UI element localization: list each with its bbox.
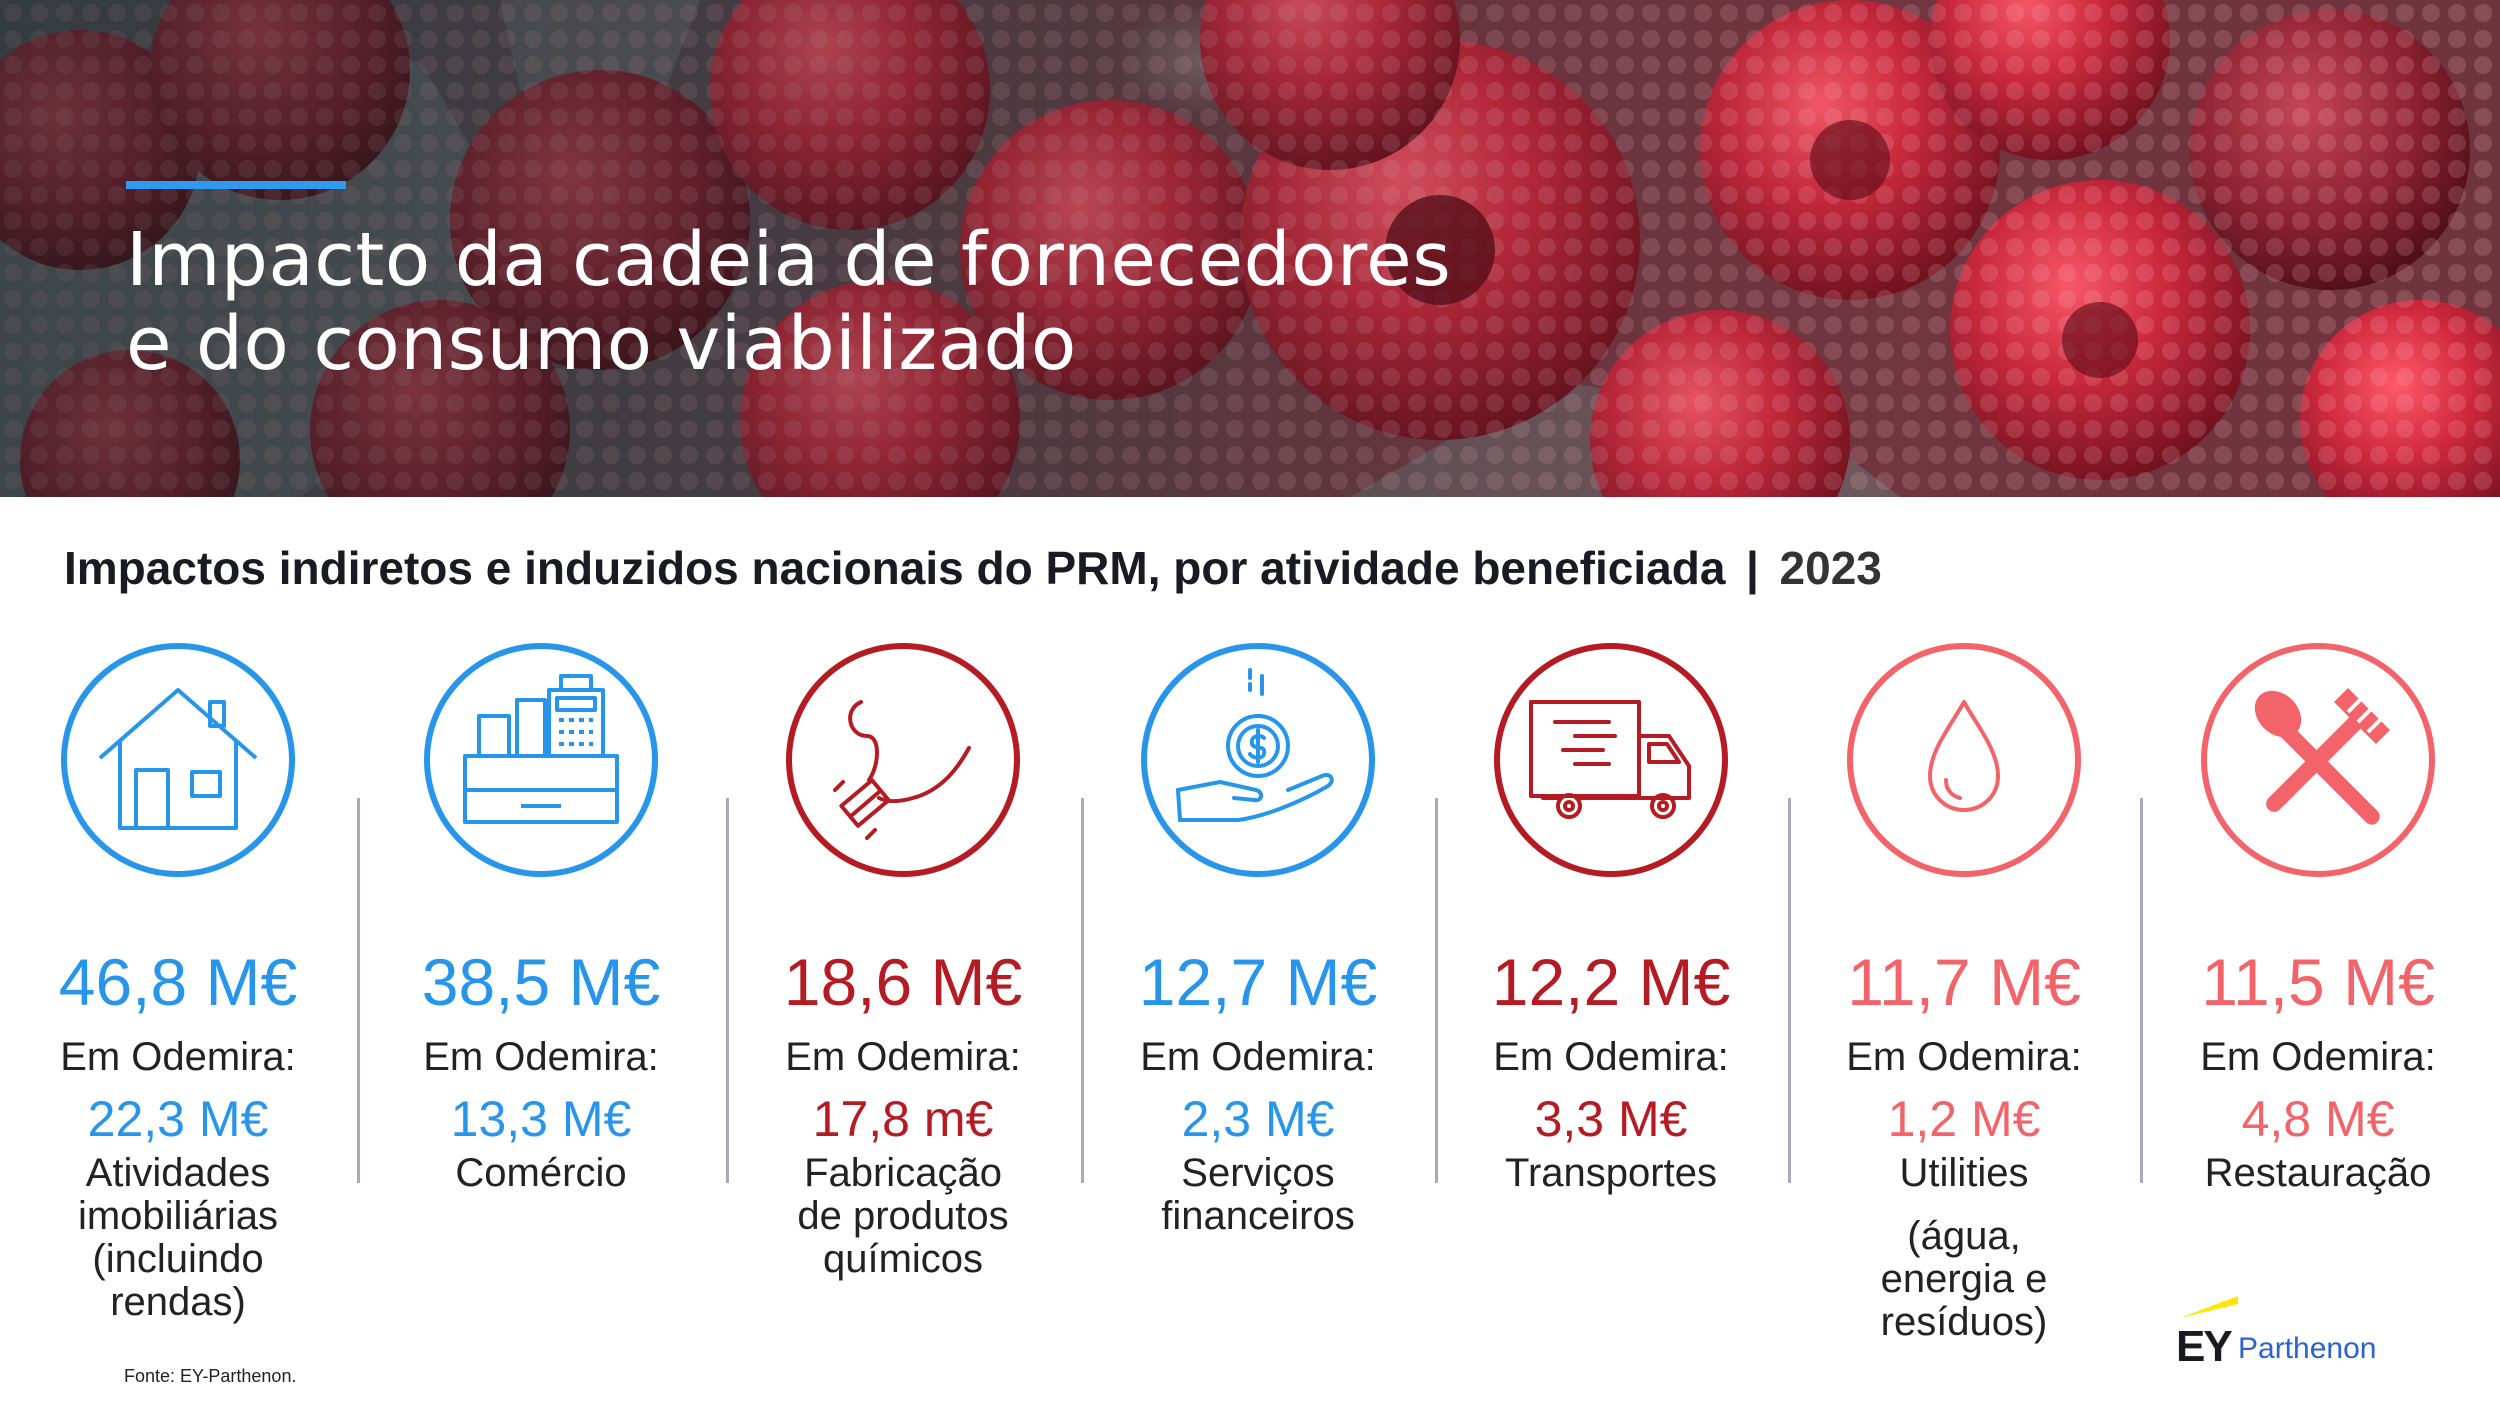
accent-bar — [126, 181, 346, 189]
local-amount: 2,3 M€ — [1181, 1091, 1335, 1147]
activity-line: Atividades — [85, 1151, 271, 1195]
page-title: Impacto da cadeia de fornecedores e do c… — [126, 218, 1626, 386]
local-amount: 22,3 M€ — [87, 1091, 269, 1147]
activity-line: financeiros — [1161, 1194, 1355, 1238]
delivery-truck-icon — [1494, 643, 1728, 877]
activity-column-transport: 12,2 M€ Em Odemira: 3,3 M€ Transportes — [1456, 640, 1766, 1195]
activity-column-commerce: 38,5 M€ Em Odemira: 13,3 M€ Comércio — [386, 640, 696, 1195]
local-amount: 1,2 M€ — [1887, 1091, 2041, 1147]
national-amount: 38,5 M€ — [421, 945, 661, 1019]
national-amount: 11,7 M€ — [1847, 945, 2081, 1019]
column-divider — [1435, 798, 1438, 1183]
activity-column-financial: 12,7 M€ Em Odemira: 2,3 M€ Serviços fina… — [1103, 640, 1413, 1238]
activity-line: Transportes — [1505, 1151, 1717, 1195]
local-label: Em Odemira: — [60, 1035, 296, 1079]
activity-name: Restauração — [2163, 1152, 2473, 1195]
title-line-1: Impacto da cadeia de fornecedores — [126, 217, 1452, 303]
logo-ey-text: EY — [2176, 1322, 2233, 1371]
logo-beam — [2180, 1296, 2238, 1318]
activity-note-line: resíduos) — [1880, 1300, 2048, 1344]
activity-name: Serviços financeiros — [1103, 1152, 1413, 1238]
activity-name: Transportes — [1456, 1152, 1766, 1195]
local-amount: 13,3 M€ — [450, 1091, 632, 1147]
fork-spoon-icon — [2201, 643, 2435, 877]
column-divider — [1788, 798, 1791, 1183]
activity-line: (incluindo — [92, 1237, 264, 1281]
subtitle-main: Impactos indiretos e induzidos nacionais… — [64, 542, 1726, 594]
activity-name: Atividades imobiliárias (incluindo renda… — [23, 1152, 333, 1324]
hero-shade — [0, 0, 2500, 497]
subtitle-year: 2023 — [1779, 542, 1882, 594]
source-note: Fonte: EY-Parthenon. — [124, 1366, 297, 1386]
activity-column-restaurants: 11,5 M€ Em Odemira: 4,8 M€ Restauração — [2163, 640, 2473, 1195]
local-label: Em Odemira: — [1493, 1035, 1729, 1079]
local-amount: 17,8 m€ — [812, 1091, 994, 1147]
chemical-drop-icon — [786, 643, 1020, 877]
water-drop-icon — [1847, 643, 2081, 877]
national-amount: 11,5 M€ — [2201, 945, 2435, 1019]
hero-banner: Impacto da cadeia de fornecedores e do c… — [0, 0, 2500, 497]
cash-register-icon — [424, 643, 658, 877]
activity-column-utilities: 11,7 M€ Em Odemira: 1,2 M€ Utilities (ág… — [1809, 640, 2119, 1344]
local-amount: 3,3 M€ — [1534, 1091, 1688, 1147]
hand-coin-icon — [1141, 643, 1375, 877]
activity-line: rendas) — [110, 1280, 246, 1324]
subtitle-separator: | — [1746, 542, 1759, 594]
activity-line: imobiliárias — [77, 1194, 279, 1238]
activity-line: Comércio — [455, 1151, 627, 1195]
local-label: Em Odemira: — [1846, 1035, 2082, 1079]
activity-line: de produtos — [797, 1194, 1009, 1238]
national-amount: 12,2 M€ — [1491, 945, 1731, 1019]
national-amount: 46,8 M€ — [58, 945, 298, 1019]
title-line-2: e do consumo viabilizado — [126, 301, 1077, 387]
activity-name: Fabricação de produtos químicos — [748, 1152, 1058, 1281]
column-divider — [726, 798, 729, 1183]
activity-line: Serviços — [1181, 1151, 1335, 1195]
column-divider — [357, 798, 360, 1183]
activity-line: Restauração — [2204, 1151, 2432, 1195]
local-label: Em Odemira: — [423, 1035, 659, 1079]
local-label: Em Odemira: — [2200, 1035, 2436, 1079]
activity-note-line: energia e — [1880, 1257, 2048, 1301]
house-icon — [61, 643, 295, 877]
logo-parthenon-text: Parthenon — [2238, 1332, 2377, 1365]
activity-note-line: (água, — [1907, 1214, 2021, 1258]
ey-parthenon-logo: EY Parthenon — [2176, 1296, 2386, 1371]
local-label: Em Odemira: — [785, 1035, 1021, 1079]
activity-name: Comércio — [386, 1152, 696, 1195]
national-amount: 18,6 M€ — [783, 945, 1023, 1019]
section-subtitle: Impactos indiretos e induzidos nacionais… — [64, 538, 1882, 600]
activity-line: Fabricação — [804, 1151, 1002, 1195]
activity-line: químicos — [822, 1237, 984, 1281]
local-label: Em Odemira: — [1140, 1035, 1376, 1079]
national-amount: 12,7 M€ — [1138, 945, 1378, 1019]
activity-column-chemicals: 18,6 M€ Em Odemira: 17,8 m€ Fabricação d… — [748, 640, 1058, 1281]
activity-column-real-estate: 46,8 M€ Em Odemira: 22,3 M€ Atividades i… — [23, 640, 333, 1324]
activity-line: Utilities — [1899, 1151, 2029, 1195]
activity-note: (água, energia e resíduos) — [1809, 1215, 2119, 1344]
column-divider — [2140, 798, 2143, 1183]
local-amount: 4,8 M€ — [2241, 1091, 2395, 1147]
activity-name: Utilities — [1809, 1152, 2119, 1195]
column-divider — [1081, 798, 1084, 1183]
